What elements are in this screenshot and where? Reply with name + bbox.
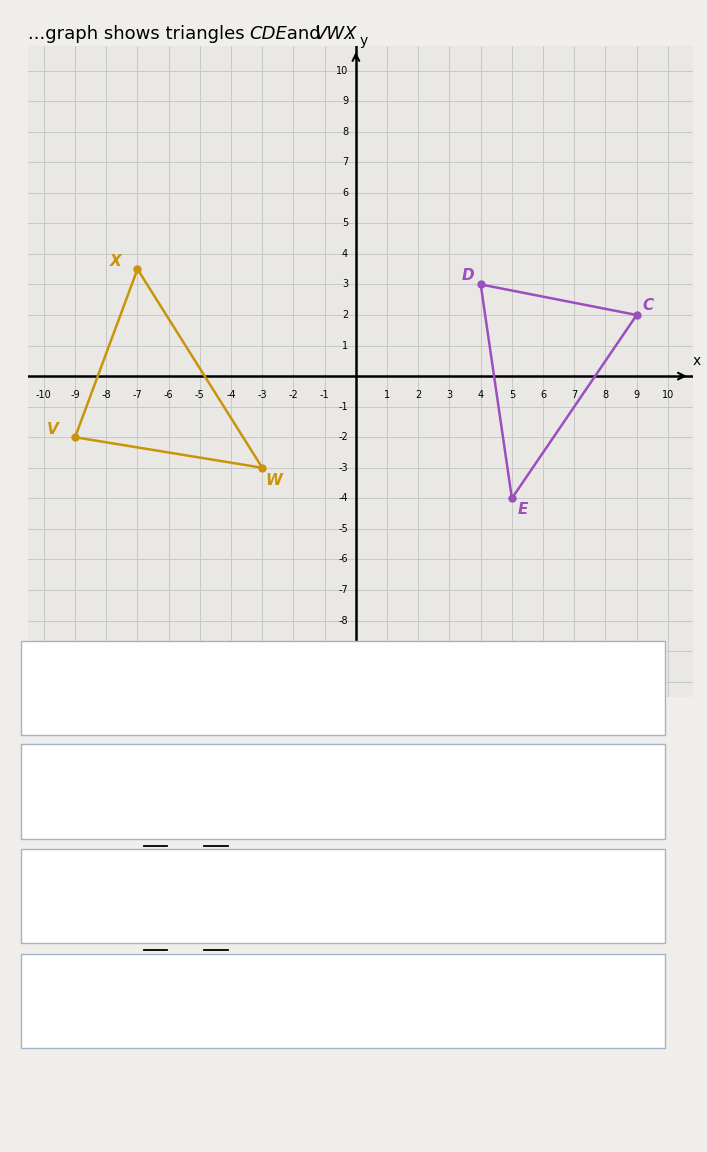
Text: VWX: VWX xyxy=(315,25,357,44)
Text: -4: -4 xyxy=(339,493,348,503)
Text: -7: -7 xyxy=(339,585,348,594)
Text: DE: DE xyxy=(144,867,167,886)
Text: E: E xyxy=(518,501,529,516)
Text: .: . xyxy=(346,25,351,44)
Text: -6: -6 xyxy=(339,554,348,564)
Text: CDE: CDE xyxy=(47,708,86,727)
Text: y: y xyxy=(360,33,368,47)
Text: 8: 8 xyxy=(342,127,348,137)
Text: -9: -9 xyxy=(70,389,80,400)
Text: maps: maps xyxy=(39,801,90,819)
Text: 5: 5 xyxy=(342,219,348,228)
Text: -10: -10 xyxy=(36,389,52,400)
Text: and: and xyxy=(167,867,209,886)
Text: 9: 9 xyxy=(342,96,348,106)
Text: -9: -9 xyxy=(339,646,348,657)
Text: 10: 10 xyxy=(336,66,348,76)
Text: Yes, because a reflection across the: Yes, because a reflection across the xyxy=(39,763,341,781)
Text: 7: 7 xyxy=(571,389,578,400)
Text: 9: 9 xyxy=(633,389,640,400)
Text: -8: -8 xyxy=(339,615,348,626)
Text: 10: 10 xyxy=(662,389,674,400)
Text: Yes, because a rotation 180° around the: Yes, because a rotation 180° around the xyxy=(39,659,373,677)
Text: 7: 7 xyxy=(342,157,348,167)
Text: 1: 1 xyxy=(342,341,348,350)
Text: 5: 5 xyxy=(509,389,515,400)
Text: CDE: CDE xyxy=(83,801,118,819)
Text: same length.: same length. xyxy=(39,1010,148,1029)
Text: CDE: CDE xyxy=(249,25,287,44)
Text: -1: -1 xyxy=(320,389,329,400)
Text: -2: -2 xyxy=(339,432,348,442)
Text: 2: 2 xyxy=(342,310,348,320)
Text: CDE: CDE xyxy=(144,697,178,715)
Text: -axis: -axis xyxy=(354,763,393,781)
Text: do not have the: do not have the xyxy=(228,867,364,886)
Text: -2: -2 xyxy=(288,389,298,400)
Text: VWX: VWX xyxy=(147,801,187,819)
Text: 2: 2 xyxy=(415,389,421,400)
Text: congruent to: congruent to xyxy=(79,708,206,727)
Text: and: and xyxy=(281,25,326,44)
Text: CD: CD xyxy=(144,972,168,991)
Text: 8: 8 xyxy=(602,389,609,400)
Text: and: and xyxy=(167,972,209,991)
Text: -7: -7 xyxy=(133,389,142,400)
Text: 1: 1 xyxy=(384,389,390,400)
Text: -5: -5 xyxy=(195,389,205,400)
Text: do not have the: do not have the xyxy=(228,972,364,991)
Text: ? Justify your answer.: ? Justify your answer. xyxy=(209,708,401,727)
Text: 3: 3 xyxy=(342,280,348,289)
Text: W: W xyxy=(265,472,282,487)
Text: VWX: VWX xyxy=(207,697,247,715)
Text: -10: -10 xyxy=(332,676,348,687)
Text: -8: -8 xyxy=(102,389,111,400)
Text: 3: 3 xyxy=(446,389,452,400)
Text: same length.: same length. xyxy=(39,905,148,924)
Text: No, because: No, because xyxy=(39,972,147,991)
Text: x: x xyxy=(693,354,701,367)
Text: V: V xyxy=(47,422,59,437)
Text: D: D xyxy=(462,268,474,283)
Text: VWX: VWX xyxy=(179,708,221,727)
Text: .: . xyxy=(235,697,240,715)
Text: onto: onto xyxy=(172,697,220,715)
Text: origin maps: origin maps xyxy=(39,697,142,715)
Text: y: y xyxy=(343,763,353,781)
Text: onto: onto xyxy=(112,801,160,819)
Text: VW: VW xyxy=(204,972,231,991)
Text: -4: -4 xyxy=(226,389,236,400)
Text: X: X xyxy=(110,255,121,270)
Text: C: C xyxy=(643,298,654,313)
Text: WX: WX xyxy=(204,867,231,886)
Text: -3: -3 xyxy=(257,389,267,400)
Text: Is: Is xyxy=(28,708,49,727)
Text: -1: -1 xyxy=(339,402,348,411)
Text: No, because: No, because xyxy=(39,867,147,886)
Text: -3: -3 xyxy=(339,463,348,472)
Text: ...graph shows triangles: ...graph shows triangles xyxy=(28,25,251,44)
Text: 6: 6 xyxy=(540,389,547,400)
Text: 4: 4 xyxy=(478,389,484,400)
Text: 4: 4 xyxy=(342,249,348,259)
Text: 6: 6 xyxy=(342,188,348,198)
Text: -5: -5 xyxy=(339,524,348,533)
Text: -6: -6 xyxy=(164,389,173,400)
Text: .: . xyxy=(175,801,180,819)
